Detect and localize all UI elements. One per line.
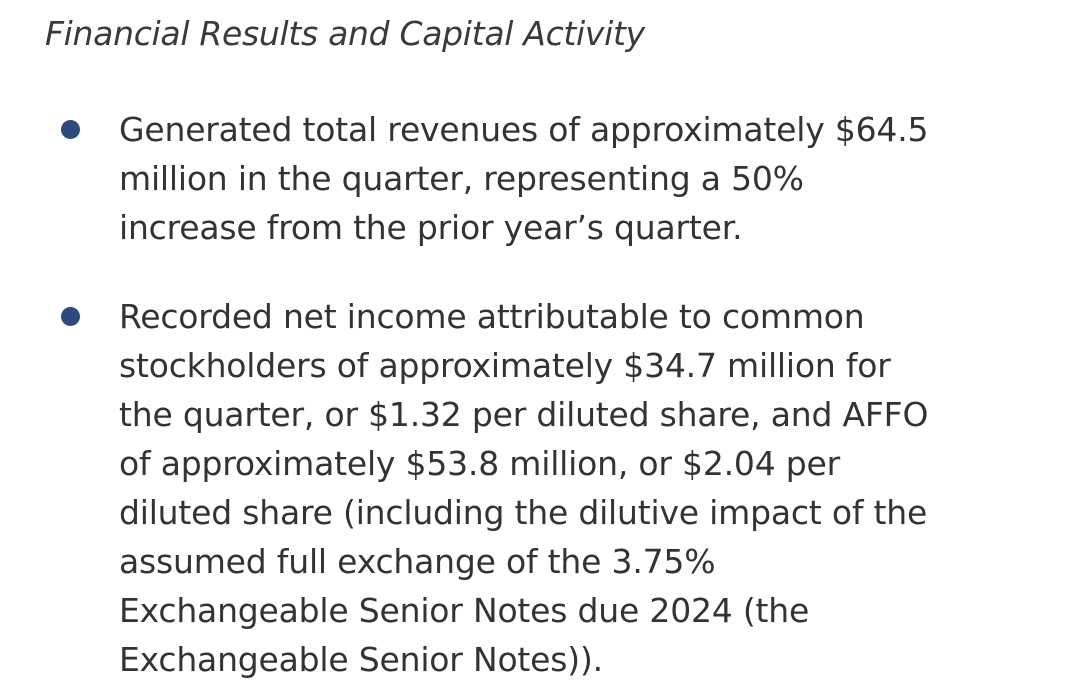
text-line: stockholders of approximately $34.7 mill… xyxy=(119,346,891,385)
bullet-text: Generated total revenues of approximatel… xyxy=(119,105,929,252)
text-line: diluted share (including the dilutive im… xyxy=(119,493,928,532)
bullet-dot xyxy=(61,120,80,139)
text-line: increase from the prior year’s quarter. xyxy=(119,208,743,247)
section-heading: Financial Results and Capital Activity xyxy=(45,14,645,53)
text-line: of approximately $53.8 million, or $2.04… xyxy=(119,444,841,483)
text-line: assumed full exchange of the 3.75% xyxy=(119,542,716,581)
text-line: Generated total revenues of approximatel… xyxy=(119,110,929,149)
text-line: the quarter, or $1.32 per diluted share,… xyxy=(119,395,929,434)
text-line: Recorded net income attributable to comm… xyxy=(119,297,865,336)
text-line: Exchangeable Senior Notes)). xyxy=(119,640,603,679)
text-line: Exchangeable Senior Notes due 2024 (the xyxy=(119,591,810,630)
bullet-text: Recorded net income attributable to comm… xyxy=(119,292,928,684)
bullet-dot xyxy=(61,307,80,326)
text-line: million in the quarter, representing a 5… xyxy=(119,159,804,198)
